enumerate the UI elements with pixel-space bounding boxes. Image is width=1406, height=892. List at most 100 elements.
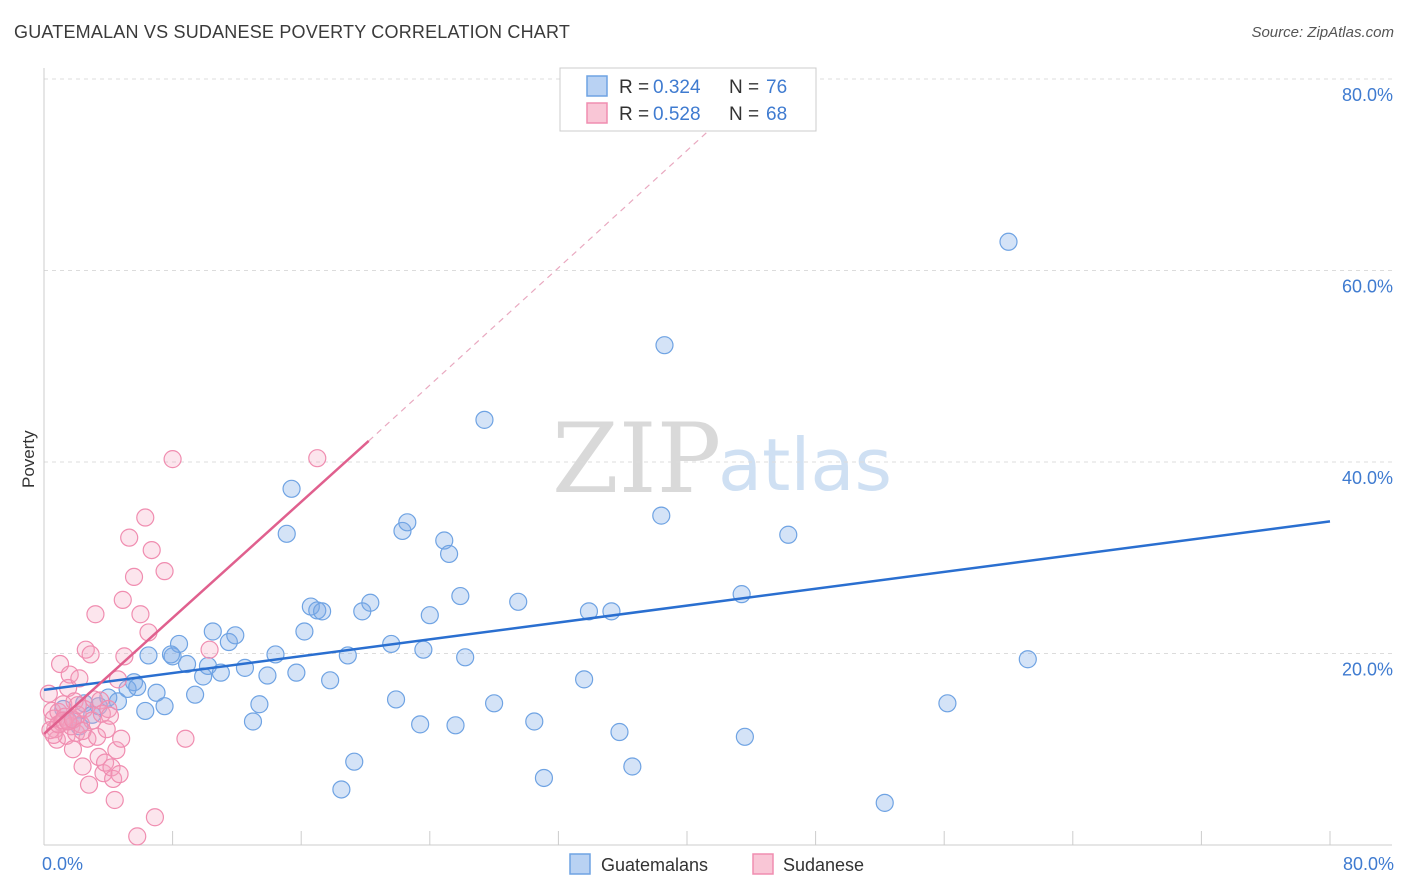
point-guatemalans xyxy=(155,697,174,716)
grid-lines xyxy=(44,78,1392,654)
point-guatemalans xyxy=(999,232,1018,251)
point-guatemalans xyxy=(177,654,197,674)
y-tick-label: 60.0% xyxy=(1342,277,1393,297)
point-guatemalans xyxy=(295,622,314,641)
point-sudanese xyxy=(60,665,79,684)
point-guatemalans xyxy=(139,646,158,665)
point-sudanese xyxy=(155,562,174,581)
legend-r-label-1: R = xyxy=(619,77,649,98)
point-sudanese xyxy=(124,567,144,587)
chart-title: GUATEMALAN VS SUDANESE POVERTY CORRELATI… xyxy=(14,22,571,42)
bottom-legend-swatch-sudanese xyxy=(752,853,774,875)
point-guatemalans xyxy=(108,692,128,711)
axes xyxy=(43,68,1392,846)
point-guatemalans xyxy=(1018,650,1037,669)
point-guatemalans xyxy=(420,606,439,625)
y-tick-label: 20.0% xyxy=(1342,660,1393,680)
point-guatemalans xyxy=(386,690,406,709)
point-guatemalans xyxy=(875,793,894,812)
watermark-zip: ZIP xyxy=(552,403,721,515)
legend-n-value-1: 76 xyxy=(766,77,787,98)
point-guatemalans xyxy=(398,513,417,532)
point-sudanese xyxy=(73,757,92,776)
bottom-legend-swatch-guatemalans xyxy=(569,853,591,875)
point-guatemalans xyxy=(652,506,671,525)
point-guatemalans xyxy=(938,694,957,713)
point-sudanese xyxy=(73,721,92,741)
point-guatemalans xyxy=(655,336,674,355)
legend-n-label-2: N = xyxy=(729,104,759,125)
point-guatemalans xyxy=(439,544,459,564)
point-guatemalans xyxy=(509,592,528,611)
series-sudanese xyxy=(39,449,327,846)
point-guatemalans xyxy=(623,757,642,776)
point-sudanese xyxy=(63,740,83,759)
point-sudanese xyxy=(142,540,161,560)
point-guatemalans xyxy=(287,663,306,682)
y-axis-label: Poverty xyxy=(19,430,38,488)
point-sudanese xyxy=(145,808,165,827)
point-guatemalans xyxy=(534,768,554,788)
point-guatemalans xyxy=(393,521,412,541)
point-sudanese xyxy=(136,508,155,527)
point-guatemalans xyxy=(485,694,504,713)
point-guatemalans xyxy=(579,602,599,621)
point-guatemalans xyxy=(345,752,364,771)
point-sudanese xyxy=(70,669,89,688)
point-sudanese xyxy=(79,775,99,794)
point-guatemalans xyxy=(414,640,433,659)
legend-swatch-blue xyxy=(586,75,608,97)
point-guatemalans xyxy=(226,626,245,645)
point-sudanese xyxy=(84,690,103,709)
point-sudanese xyxy=(131,605,150,624)
point-guatemalans xyxy=(147,683,166,702)
point-sudanese xyxy=(100,706,120,725)
legend-r-value-1: 0.324 xyxy=(653,77,701,98)
point-guatemalans xyxy=(735,727,754,746)
point-guatemalans xyxy=(525,712,544,731)
point-guatemalans xyxy=(161,645,181,664)
point-guatemalans xyxy=(435,531,454,550)
point-guatemalans xyxy=(128,677,147,697)
legend-r-label-2: R = xyxy=(619,104,649,125)
point-guatemalans xyxy=(321,671,340,690)
trend-line-sudanese-extension xyxy=(368,120,720,442)
x-tick-label: 0.0% xyxy=(42,854,83,874)
point-guatemalans xyxy=(243,712,263,731)
point-sudanese xyxy=(86,605,105,624)
point-guatemalans xyxy=(219,632,238,652)
point-guatemalans xyxy=(475,410,494,429)
tick-labels: 20.0% 40.0% 60.0% 80.0% 0.0% 80.0% xyxy=(42,85,1394,874)
point-sudanese xyxy=(308,449,327,468)
bottom-legend-sudanese: Sudanese xyxy=(783,855,864,875)
legend-r-value-2: 0.528 xyxy=(653,104,701,125)
point-sudanese xyxy=(200,640,219,659)
legend-n-label-1: N = xyxy=(729,77,759,98)
point-guatemalans xyxy=(411,715,430,734)
point-guatemalans xyxy=(779,525,798,544)
point-sudanese xyxy=(97,720,116,739)
series-guatemalans xyxy=(54,232,1037,812)
y-tick-label: 40.0% xyxy=(1342,468,1393,488)
point-guatemalans xyxy=(332,780,351,799)
legend-n-value-2: 68 xyxy=(766,104,787,125)
point-sudanese xyxy=(112,729,131,748)
point-sudanese xyxy=(163,450,182,469)
trend-line-guatemalans xyxy=(43,520,1331,692)
trend-line-sudanese xyxy=(43,440,370,735)
point-guatemalans xyxy=(136,701,155,721)
legend-swatch-pink xyxy=(586,102,608,124)
point-sudanese xyxy=(120,528,139,547)
point-sudanese xyxy=(115,647,134,666)
point-guatemalans xyxy=(575,670,594,689)
source-label: Source: ZipAtlas.com xyxy=(1251,24,1394,41)
point-guatemalans xyxy=(451,586,470,606)
point-guatemalans xyxy=(277,524,296,543)
point-guatemalans xyxy=(312,602,332,621)
point-guatemalans xyxy=(610,722,629,742)
bottom-legend-guatemalans: Guatemalans xyxy=(601,855,708,875)
legend: R = 0.324 N = 76 R = 0.528 N = 68 xyxy=(559,67,817,132)
point-guatemalans xyxy=(250,695,269,714)
y-tick-label: 80.0% xyxy=(1342,85,1393,105)
